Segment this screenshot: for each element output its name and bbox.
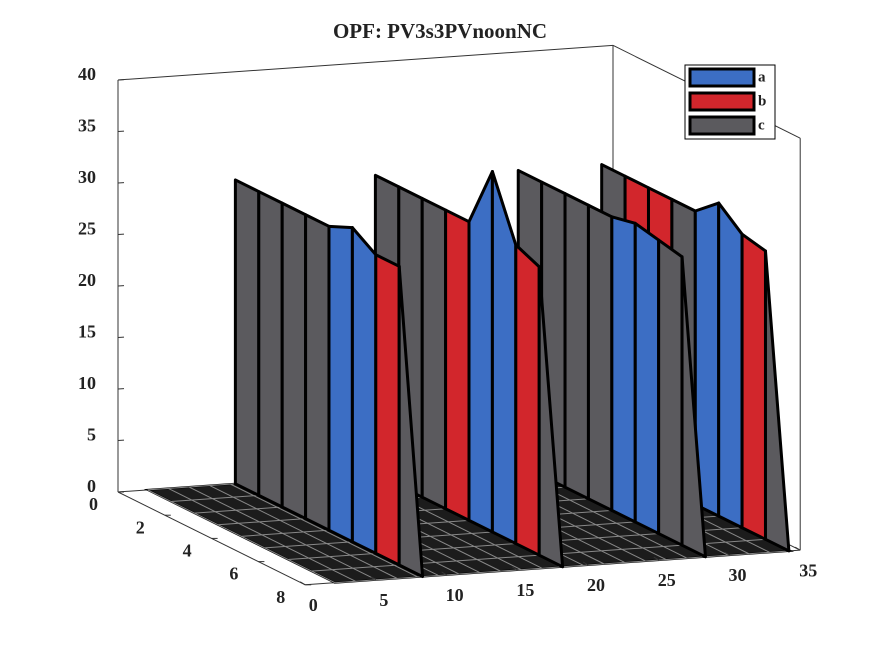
surface-strip <box>467 169 494 534</box>
floor-line <box>147 489 336 584</box>
legend-swatch <box>688 67 756 88</box>
surface-strip <box>514 243 541 557</box>
x-tick-label: 25 <box>658 570 676 590</box>
z-tick-label: 25 <box>78 219 96 239</box>
z-tick-label: 0 <box>87 476 96 496</box>
x-tick <box>512 566 518 571</box>
legend-swatch <box>688 91 756 112</box>
z-tick-label: 20 <box>78 270 96 290</box>
z-tick-label: 30 <box>78 167 96 187</box>
y-tick-label: 8 <box>276 587 285 607</box>
surface-strip <box>657 238 684 547</box>
y-tick-label: 6 <box>229 564 238 584</box>
z-tick-label: 35 <box>78 116 96 136</box>
surface-strip <box>610 215 637 524</box>
y-tick-label: 0 <box>89 494 98 514</box>
legend-label: a <box>758 69 766 85</box>
x-tick <box>582 561 589 566</box>
surface-strip <box>537 265 565 569</box>
x-tick-label: 0 <box>309 595 318 615</box>
surface-strip <box>680 255 707 559</box>
x-tick-label: 20 <box>587 575 605 595</box>
x-tick <box>724 551 730 556</box>
surface-strip <box>740 232 767 541</box>
surface-strip <box>257 190 284 509</box>
x-tick <box>370 576 377 581</box>
surface-strip <box>563 192 590 501</box>
surface-strip <box>233 178 261 497</box>
surface-strip <box>717 201 744 530</box>
surface-strip <box>763 249 791 553</box>
surface-strip <box>420 196 448 511</box>
y-tick-label: 2 <box>136 517 145 537</box>
x-tick <box>653 556 660 561</box>
surface-strip <box>490 169 518 546</box>
surface-strip <box>444 208 471 522</box>
legend-label: c <box>758 117 765 133</box>
surface-strip <box>304 213 331 532</box>
legend-swatch <box>688 115 756 136</box>
surface-strip <box>327 224 354 544</box>
legend-label: b <box>758 93 766 109</box>
surface-strip <box>586 203 614 512</box>
x-tick-label: 10 <box>446 585 464 605</box>
x-tick <box>794 546 801 551</box>
floor-line <box>209 485 398 579</box>
y-tick-label: 4 <box>183 541 192 561</box>
legend: abc <box>684 64 776 140</box>
z-tick-label: 40 <box>78 64 96 84</box>
x-tick <box>441 571 447 576</box>
x-tick-label: 35 <box>799 560 817 580</box>
x-tick-label: 15 <box>516 580 534 600</box>
x-tick-label: 5 <box>379 590 388 610</box>
surface-strip <box>374 253 401 567</box>
x-tick <box>299 581 306 586</box>
surface-strip <box>280 201 308 521</box>
z-tick-label: 5 <box>87 425 96 445</box>
surface-strip <box>350 226 378 555</box>
surface-strip <box>633 221 661 536</box>
x-tick-label: 30 <box>728 565 746 585</box>
box-edge <box>117 44 614 81</box>
floor-line <box>188 486 377 581</box>
floor-line <box>168 488 356 582</box>
z-tick-label: 10 <box>78 373 96 393</box>
floor-line <box>230 483 418 578</box>
chart-title: OPF: PV3s3PVnoonNC <box>333 19 547 43</box>
surface-strip <box>397 264 425 579</box>
z-tick-label: 15 <box>78 322 96 342</box>
